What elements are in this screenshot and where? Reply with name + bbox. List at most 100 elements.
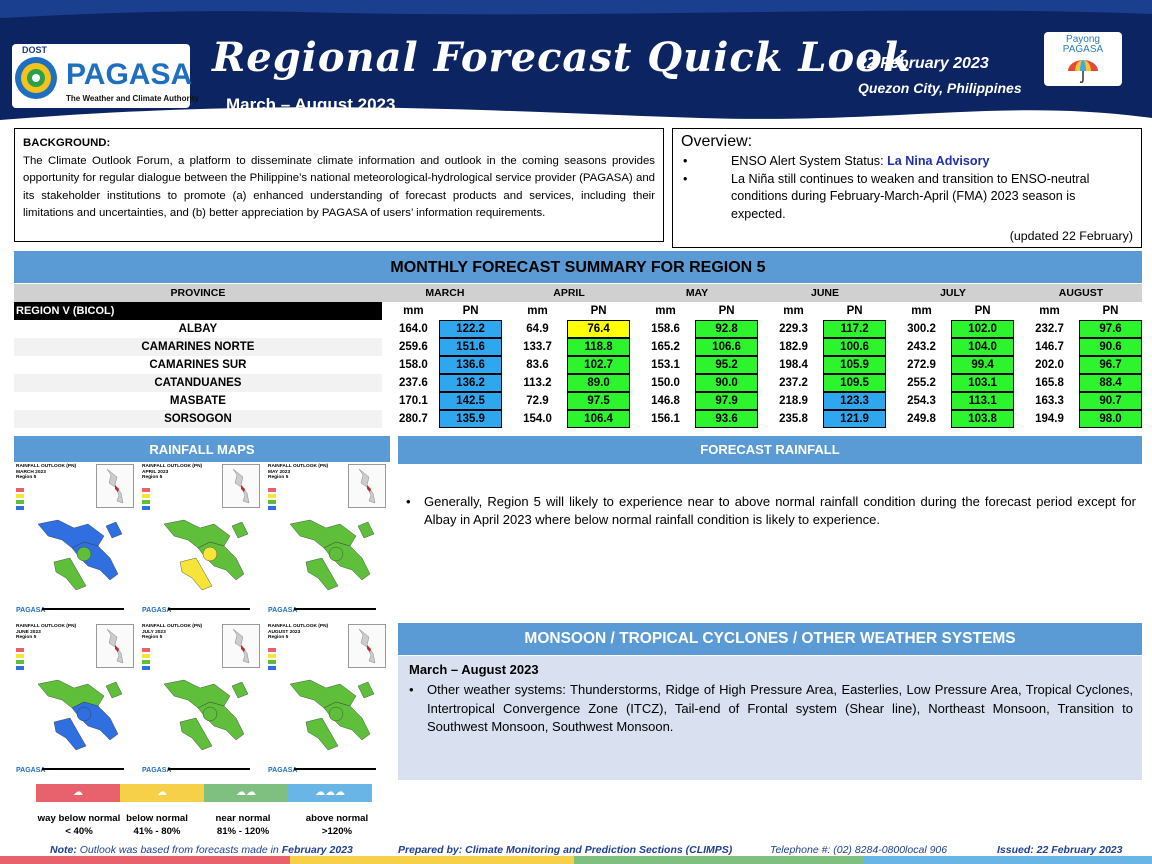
mm-cell: 243.2: [891, 338, 952, 356]
table-row: ALBAY 164.0 122.2 64.9 76.4 158.6 92.8 229.3 117…: [14, 320, 1142, 338]
mm-cell: 280.7: [387, 410, 440, 428]
province-cell: SORSOGON: [14, 410, 382, 428]
mm-cell: 237.2: [763, 374, 824, 392]
legend-label-below: below normal 41% - 80%: [112, 812, 202, 838]
mm-header: mm: [387, 302, 440, 320]
mm-cell: 163.3: [1019, 392, 1080, 410]
pn-cell: 121.9: [823, 410, 887, 428]
umbrella-icon: [1068, 60, 1098, 83]
map-agency-logo: PAGASA: [268, 767, 298, 774]
pn-cell: 104.0: [951, 338, 1015, 356]
month-header: JULY: [891, 284, 1015, 302]
monthly-summary-title: MONTHLY FORECAST SUMMARY FOR REGION 5: [14, 251, 1142, 283]
pn-cell: 118.8: [567, 338, 631, 356]
province-cell: CATANDUANES: [14, 374, 382, 392]
mm-cell: 156.1: [635, 410, 696, 428]
region-map-shape: [37, 519, 123, 591]
bullet-icon: •: [409, 682, 414, 697]
monsoon-period: March – August 2023: [409, 662, 539, 677]
rainfall-map-region: Region 5: [142, 635, 163, 640]
rainfall-map-month: MAY 2023: [268, 469, 291, 475]
rainfall-map-title: RAINFALL OUTLOOK (PN) JUNE 2023 Region 5: [16, 624, 76, 641]
pn-cell: 103.8: [951, 410, 1015, 428]
map-scale-bar: [42, 608, 124, 610]
forecast-rainfall-text: • Generally, Region 5 will likely to exp…: [406, 493, 1136, 529]
mm-cell: 232.7: [1019, 320, 1080, 338]
legend-swatch-near: ☁☁: [204, 784, 288, 802]
pn-cell: 109.5: [823, 374, 887, 392]
map-agency-logo: PAGASA: [16, 607, 46, 614]
forecast-rainfall-paragraph: Generally, Region 5 will likely to exper…: [424, 494, 1136, 527]
rainfall-maps-title: RAINFALL MAPS: [14, 436, 390, 462]
month-header: APRIL: [507, 284, 631, 302]
legend-range: 41% - 80%: [133, 826, 181, 837]
map-scale-bar: [168, 608, 250, 610]
rainfall-map-month: AUGUST 2023: [268, 629, 301, 635]
legend-label-near: near normal 81% - 120%: [198, 812, 288, 838]
pn-cell: 113.1: [951, 392, 1015, 410]
mm-cell: 235.8: [763, 410, 824, 428]
map-legend: [268, 488, 276, 512]
overview-panel: Overview: • ENSO Alert System Status: La …: [672, 128, 1142, 248]
pn-header: PN: [1079, 302, 1142, 320]
rainfall-map-title: RAINFALL OUTLOOK (PN) MARCH 2023 Region 5: [16, 464, 76, 481]
pn-cell: 90.0: [695, 374, 759, 392]
map-scale-bar: [42, 768, 124, 770]
mm-cell: 182.9: [763, 338, 824, 356]
map-legend: [142, 488, 150, 512]
map-scale-bar: [294, 608, 376, 610]
pn-cell: 136.6: [439, 356, 503, 374]
bullet-icon: •: [683, 154, 688, 168]
rainfall-map-region: Region 5: [268, 635, 289, 640]
rainfall-map-title: RAINFALL OUTLOOK (PN): [142, 464, 203, 469]
pn-cell: 97.9: [695, 392, 759, 410]
mm-cell: 146.7: [1019, 338, 1080, 356]
footer-telephone: Telephone #: (02) 8284-0800local 906: [770, 844, 948, 856]
rainfall-map: RAINFALL OUTLOOK (PN) MARCH 2023 Region 5 P…: [14, 462, 138, 616]
region-map-shape: [163, 519, 249, 591]
monsoon-text: • Other weather systems: Thunderstorms, …: [409, 681, 1133, 737]
mm-header: mm: [635, 302, 696, 320]
rainfall-map-title: RAINFALL OUTLOOK (PN): [268, 464, 329, 469]
table-unit-header-row: REGION V (BICOL) mm PN mm PN mm PN mm PN mm P…: [14, 302, 1142, 320]
bullet-icon: •: [683, 171, 688, 186]
legend-swatch-above: ☁☁☁: [288, 784, 372, 802]
page-title: Regional Forecast Quick Look: [212, 34, 912, 81]
mm-cell: 133.7: [507, 338, 568, 356]
location-inset-map: [348, 624, 386, 668]
rainfall-map-title: RAINFALL OUTLOOK (PN): [142, 624, 203, 629]
pn-cell: 117.2: [823, 320, 887, 338]
region-label: REGION V (BICOL): [14, 302, 382, 320]
map-agency-logo: PAGASA: [16, 767, 46, 774]
pn-cell: 99.4: [951, 356, 1015, 374]
map-legend: [142, 648, 150, 672]
overview-item-la-nina: • La Niña still continues to weaken and t…: [681, 171, 1133, 224]
month-header: MARCH: [387, 284, 503, 302]
rainfall-map-title: RAINFALL OUTLOOK (PN): [16, 464, 77, 469]
mm-cell: 64.9: [507, 320, 568, 338]
pn-cell: 151.6: [439, 338, 503, 356]
rainfall-map-month: JUNE 2023: [16, 629, 41, 635]
pagasa-seal-icon: [15, 57, 57, 99]
la-nina-text: La Niña still continues to weaken and tr…: [731, 171, 1090, 221]
location-inset-map: [222, 624, 260, 668]
legend-swatch-way-below: ☁: [36, 784, 120, 802]
rainfall-map-title: RAINFALL OUTLOOK (PN) APRIL 2023 Region 5: [142, 464, 202, 481]
overview-updated: (updated 22 February): [1009, 229, 1133, 243]
map-scale-bar: [168, 768, 250, 770]
pn-cell: 95.2: [695, 356, 759, 374]
footer-issued: Issued: 22 February 2023: [997, 844, 1123, 856]
rainfall-map-title: RAINFALL OUTLOOK (PN) MAY 2023 Region 5: [268, 464, 328, 481]
legend-swatch-below: ☁: [120, 784, 204, 802]
footer-strip-green: [574, 856, 864, 864]
overview-item-enso: • ENSO Alert System Status: La Nina Advis…: [681, 153, 1133, 171]
table-row: MASBATE 170.1 142.5 72.9 97.5 146.8 97.9 218.9 1…: [14, 392, 1142, 410]
legend-range: < 40%: [65, 826, 93, 837]
province-cell: CAMARINES SUR: [14, 356, 382, 374]
pn-cell: 122.2: [439, 320, 503, 338]
pn-cell: 123.3: [823, 392, 887, 410]
mm-cell: 300.2: [891, 320, 952, 338]
pn-header: PN: [695, 302, 759, 320]
forecast-period: March – August 2023: [226, 95, 396, 114]
month-header: AUGUST: [1019, 284, 1142, 302]
